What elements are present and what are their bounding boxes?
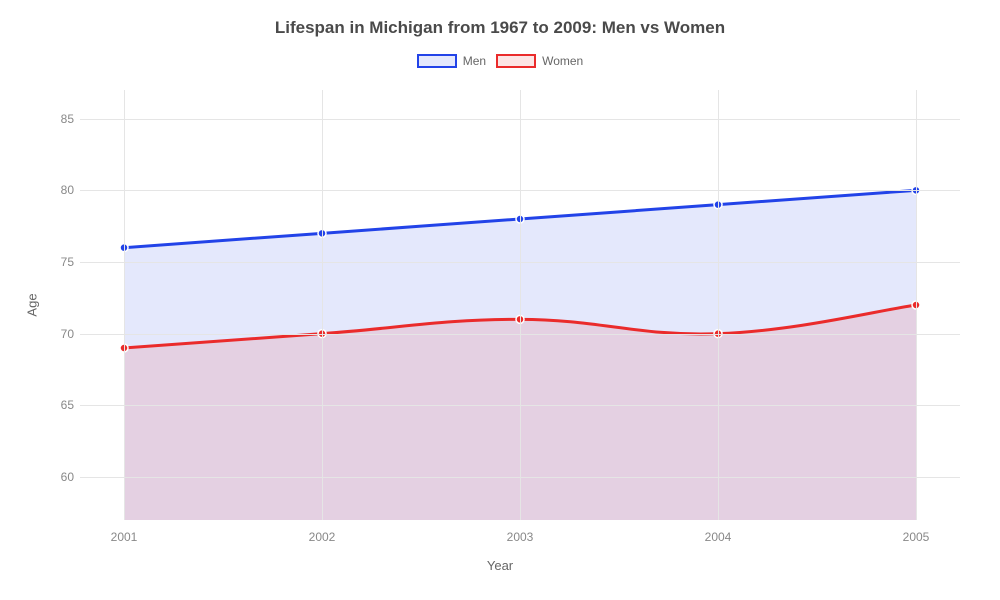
grid-horizontal (80, 477, 960, 478)
x-axis-title: Year (487, 558, 513, 573)
legend-item-women[interactable]: Women (496, 54, 583, 68)
y-tick-label: 70 (44, 327, 74, 341)
grid-horizontal (80, 190, 960, 191)
y-tick-label: 60 (44, 470, 74, 484)
y-tick-label: 85 (44, 112, 74, 126)
legend-swatch-men (417, 54, 457, 68)
grid-vertical (124, 90, 125, 520)
y-tick-label: 65 (44, 398, 74, 412)
x-tick-label: 2004 (705, 530, 732, 544)
chart-container: Lifespan in Michigan from 1967 to 2009: … (0, 0, 1000, 600)
x-tick-label: 2001 (111, 530, 138, 544)
grid-vertical (520, 90, 521, 520)
y-axis-title: Age (25, 293, 40, 316)
grid-vertical (718, 90, 719, 520)
chart-title: Lifespan in Michigan from 1967 to 2009: … (0, 18, 1000, 38)
legend-swatch-women (496, 54, 536, 68)
grid-vertical (322, 90, 323, 520)
legend: Men Women (0, 54, 1000, 68)
grid-vertical (916, 90, 917, 520)
x-tick-label: 2002 (309, 530, 336, 544)
x-tick-label: 2005 (903, 530, 930, 544)
grid-horizontal (80, 119, 960, 120)
legend-label-women: Women (542, 54, 583, 68)
y-tick-label: 80 (44, 183, 74, 197)
y-tick-label: 75 (44, 255, 74, 269)
grid-horizontal (80, 334, 960, 335)
x-tick-label: 2003 (507, 530, 534, 544)
legend-item-men[interactable]: Men (417, 54, 486, 68)
legend-label-men: Men (463, 54, 486, 68)
plot-area (80, 90, 960, 520)
grid-horizontal (80, 262, 960, 263)
grid-horizontal (80, 405, 960, 406)
